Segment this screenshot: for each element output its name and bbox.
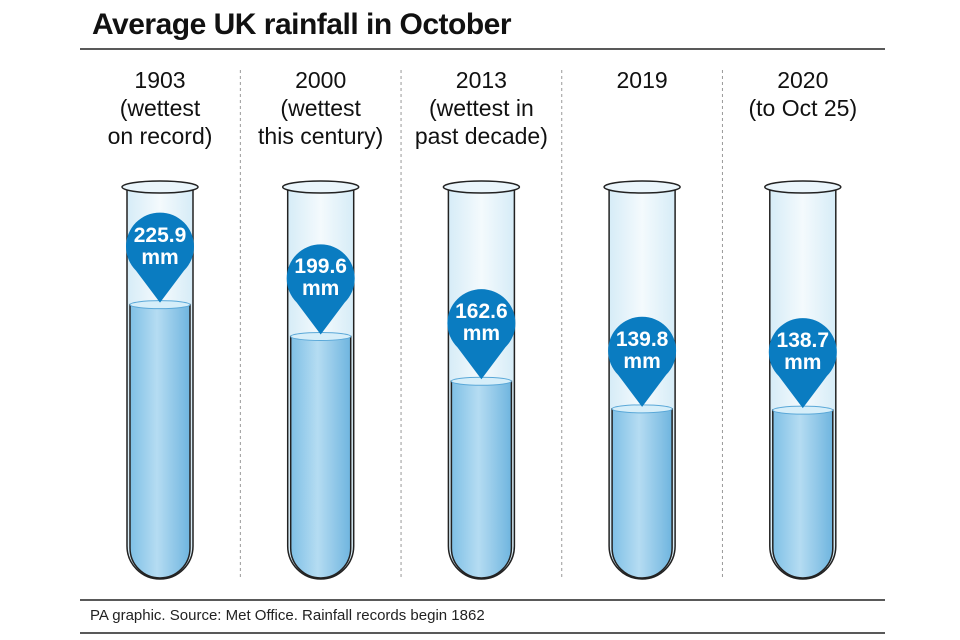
pin xyxy=(768,318,837,409)
tube-rim xyxy=(764,180,842,194)
liquid xyxy=(289,335,352,579)
liquid xyxy=(450,380,513,579)
value-label: 199.6 mm xyxy=(294,255,347,301)
liquid xyxy=(129,303,191,579)
pin xyxy=(125,212,194,303)
category-label: 2019 xyxy=(616,67,668,93)
chart-title: Average UK rainfall in October xyxy=(92,8,512,41)
tube-rim xyxy=(281,180,360,194)
category-label: 2000 (wettest this century) xyxy=(258,67,384,149)
pin xyxy=(447,289,516,380)
source-note: PA graphic. Source: Met Office. Rainfall… xyxy=(90,607,485,624)
tube-rim xyxy=(442,180,521,194)
liquid xyxy=(611,408,673,579)
category-label: 2020 (to Oct 25) xyxy=(748,67,858,121)
liquid xyxy=(772,409,834,579)
tube-rim xyxy=(603,180,681,194)
category-label: 1903 (wettest on record) xyxy=(107,67,213,149)
category-label: 2013 (wettest in past decade) xyxy=(414,67,548,149)
pin xyxy=(608,316,677,407)
pin xyxy=(286,244,355,335)
value-label: 162.6 mm xyxy=(455,300,508,346)
tube-rim xyxy=(121,180,199,194)
value-label: 138.7 mm xyxy=(776,329,830,375)
value-label: 225.9 mm xyxy=(133,223,187,269)
value-label: 139.8 mm xyxy=(615,327,669,373)
